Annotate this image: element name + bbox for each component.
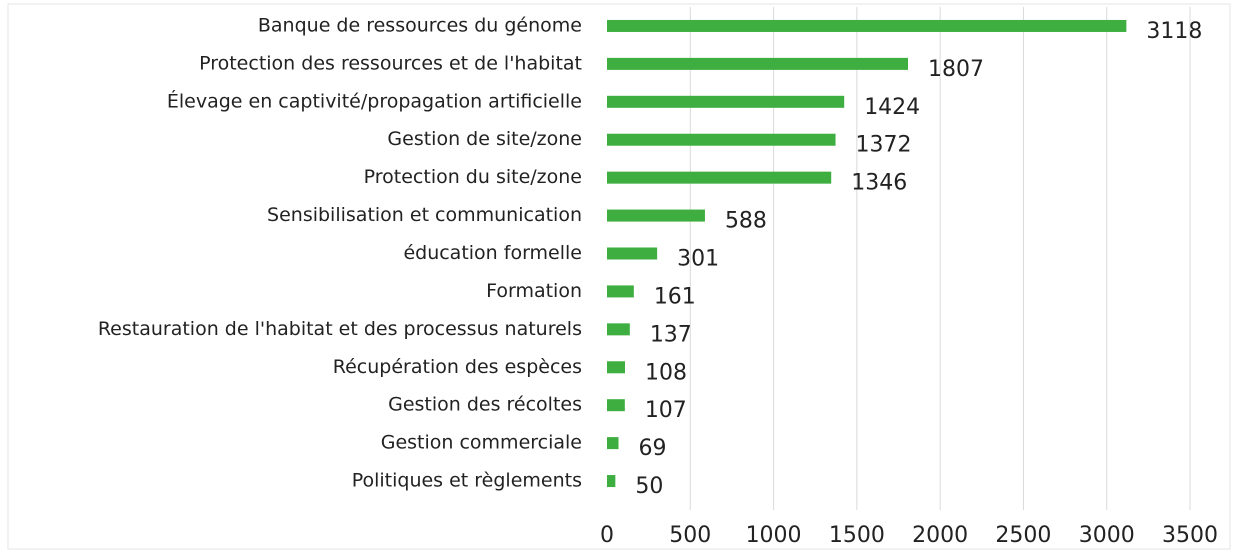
- bar: [607, 285, 634, 298]
- y-tick-label: éducation formelle: [403, 242, 582, 264]
- x-tick-label: 2000: [912, 523, 968, 548]
- x-tick-label: 1500: [829, 523, 885, 548]
- x-tick-label: 0: [600, 523, 614, 548]
- bar: [607, 399, 625, 412]
- value-label: 1346: [851, 171, 907, 196]
- bar: [607, 95, 845, 108]
- x-tick-label: 3500: [1162, 523, 1218, 548]
- bar: [607, 247, 658, 260]
- bar: [607, 437, 619, 450]
- bar: [607, 323, 630, 336]
- x-tick-label: 3000: [1079, 523, 1135, 548]
- x-tick-label: 1000: [746, 523, 802, 548]
- x-tick-label: 2500: [995, 523, 1051, 548]
- x-tick-label: 500: [669, 523, 711, 548]
- y-tick-label: Sensibilisation et communication: [267, 204, 582, 226]
- value-label: 3118: [1146, 19, 1202, 44]
- bar: [607, 171, 832, 184]
- value-label: 107: [645, 398, 687, 423]
- chart-frame: [7, 3, 1231, 550]
- bar: [607, 57, 908, 70]
- value-label: 108: [645, 360, 687, 385]
- bar: [607, 209, 705, 222]
- y-tick-label: Banque de ressources du génome: [258, 14, 582, 36]
- y-tick-label: Formation: [486, 280, 582, 302]
- value-label: 50: [635, 474, 663, 499]
- y-tick-label: Gestion de site/zone: [387, 128, 582, 150]
- value-label: 137: [650, 322, 692, 347]
- y-tick-label: Protection du site/zone: [364, 166, 582, 188]
- bar: [607, 361, 625, 374]
- y-tick-label: Récupération des espèces: [333, 356, 582, 378]
- y-tick-label: Restauration de l'habitat et des process…: [98, 318, 582, 340]
- y-tick-label: Élevage en captivité/propagation artific…: [167, 89, 582, 112]
- value-label: 301: [677, 247, 719, 272]
- value-label: 588: [725, 209, 767, 234]
- value-label: 1807: [928, 57, 984, 82]
- y-tick-label: Protection des ressources et de l'habita…: [199, 52, 582, 74]
- value-label: 69: [638, 436, 666, 461]
- bar: [607, 19, 1127, 32]
- y-tick-label: Gestion des récoltes: [388, 394, 582, 416]
- bar: [607, 475, 616, 488]
- y-tick-label: Gestion commerciale: [381, 432, 582, 454]
- value-label: 161: [654, 284, 696, 309]
- value-label: 1372: [856, 133, 912, 158]
- y-tick-label: Politiques et règlements: [352, 470, 582, 492]
- value-label: 1424: [864, 95, 920, 120]
- bar: [607, 133, 836, 146]
